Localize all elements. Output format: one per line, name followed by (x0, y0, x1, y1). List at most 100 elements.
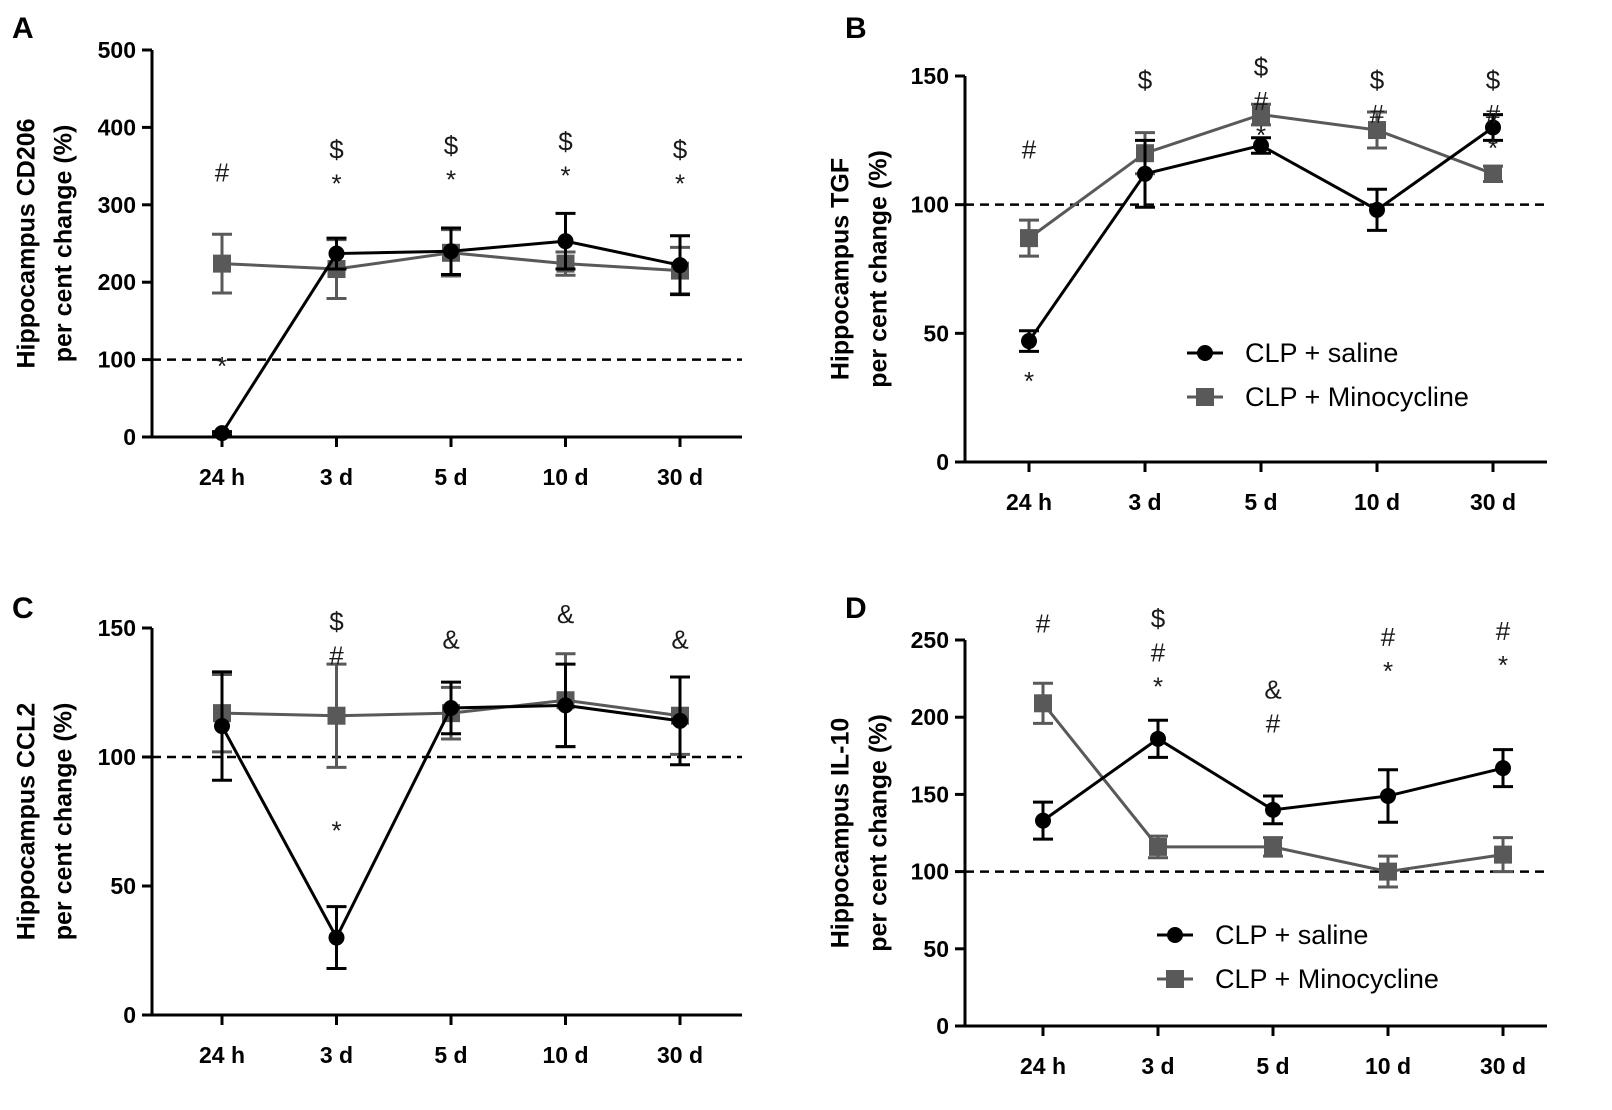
legend-marker-minocycline (1166, 970, 1184, 988)
x-tick-label: 3 d (1128, 489, 1161, 515)
x-tick-label: 30 d (657, 1042, 703, 1068)
panel-letter: D (845, 592, 867, 625)
significance-marker: * (1488, 133, 1498, 163)
panel-d: D Hippocampus IL-10 per cent change (%) 0 50… (827, 592, 1547, 1079)
x-tick-label: 24 h (199, 464, 245, 490)
data-point-circle (672, 712, 688, 729)
legend-label-minocycline: CLP + Minocycline (1215, 964, 1439, 994)
significance-marker: * (217, 351, 227, 381)
significance-marker: * (1024, 366, 1034, 396)
data-point-circle (1021, 333, 1037, 350)
y-axis-label-line1: Hippocampus CCL2 (13, 703, 41, 941)
significance-marker: $ (558, 127, 573, 157)
panel-b: B Hippocampus TGF per cent change (%) 0 50 10… (827, 12, 1547, 515)
significance-marker: * (1383, 656, 1393, 686)
data-point-circle (1265, 801, 1281, 818)
data-point-square (1368, 121, 1386, 140)
legend: CLP + saline CLP + Minocycline (1187, 338, 1469, 412)
series-minocycline (1033, 681, 1513, 889)
legend-marker-minocycline (1196, 388, 1214, 406)
panel-letter: C (12, 592, 34, 625)
series-saline (1033, 718, 1513, 841)
y-tick-label: 150 (98, 615, 136, 641)
legend-label-minocycline: CLP + Minocycline (1245, 382, 1469, 412)
data-point-square (1379, 862, 1397, 881)
y-tick-label: 50 (923, 320, 949, 346)
data-point-square (1149, 837, 1167, 856)
significance-marker: $ (1254, 52, 1269, 82)
significance-marker: # (1022, 134, 1037, 164)
x-tick-label: 5 d (434, 464, 467, 490)
significance-marker: # (1151, 638, 1166, 668)
x-tick-label: 3 d (320, 464, 353, 490)
data-point-circle (1485, 119, 1501, 136)
data-point-square (213, 254, 231, 273)
series-saline (212, 211, 690, 442)
significance-marker: * (675, 168, 685, 198)
data-point-circle (214, 718, 230, 735)
data-point-square (1264, 837, 1282, 856)
series-saline (212, 662, 690, 971)
y-axis-label-line1: Hippocampus CD206 (13, 118, 41, 368)
data-point-circle (1035, 812, 1051, 829)
y-tick-label: 400 (98, 114, 136, 140)
series-line (1027, 126, 1494, 342)
legend-marker-saline (1197, 345, 1213, 361)
significance-marker: * (1153, 672, 1163, 702)
panel-letter: A (12, 12, 34, 45)
x-tick-label: 10 d (1354, 489, 1400, 515)
x-tick-label: 10 d (542, 464, 588, 490)
x-tick-label: 5 d (1256, 1053, 1289, 1079)
y-tick-label: 100 (98, 347, 136, 373)
significance-marker: & (671, 625, 688, 655)
y-tick-label: 100 (911, 859, 949, 885)
significance-marker: # (1381, 622, 1396, 652)
x-tick-label: 10 d (542, 1042, 588, 1068)
significance-marker: # (1036, 608, 1051, 638)
data-point-circle (1150, 730, 1166, 747)
y-tick-label: 250 (911, 627, 949, 653)
data-point-circle (443, 243, 459, 260)
significance-marker: * (331, 816, 341, 846)
data-point-square (1020, 229, 1038, 248)
significance-marker: * (331, 168, 341, 198)
significance-marker: $ (1151, 604, 1166, 634)
significance-marker: # (329, 641, 344, 671)
x-tick-label: 24 h (1020, 1053, 1066, 1079)
significance-marker: $ (1370, 65, 1385, 95)
significance-marker: # (1370, 99, 1385, 129)
y-axis-label-line1: Hippocampus TGF (827, 158, 855, 380)
y-tick-label: 50 (923, 936, 949, 962)
y-tick-label: 200 (911, 704, 949, 730)
significance-marker: $ (329, 607, 344, 637)
y-tick-label: 0 (936, 1013, 949, 1039)
data-point-square (1034, 694, 1052, 713)
data-point-circle (557, 233, 574, 250)
data-point-circle (1380, 787, 1396, 804)
y-tick-label: 300 (98, 192, 136, 218)
significance-marker: $ (444, 130, 459, 160)
data-point-square (1252, 105, 1270, 124)
significance-marker: * (560, 161, 570, 191)
significance-marker: $ (673, 134, 688, 164)
y-tick-label: 500 (98, 37, 136, 63)
data-point-circle (1495, 760, 1511, 777)
y-tick-label: 0 (123, 424, 136, 450)
panel-a: A Hippocampus CD206 per cent change (%) 0 10… (12, 12, 742, 490)
significance-marker: # (1266, 709, 1281, 739)
significance-marker: * (1256, 120, 1266, 150)
data-point-circle (1253, 137, 1269, 154)
y-axis-label-line2: per cent change (%) (865, 714, 893, 952)
y-axis-label-line1: Hippocampus IL-10 (827, 718, 855, 949)
significance-marker: & (557, 599, 574, 629)
data-point-circle (672, 257, 688, 274)
data-point-circle (328, 929, 345, 946)
data-point-circle (328, 245, 345, 262)
significance-marker: & (1264, 675, 1281, 705)
data-point-square (1484, 164, 1502, 183)
significance-marker: # (1486, 99, 1501, 129)
x-tick-label: 30 d (657, 464, 703, 490)
y-tick-label: 100 (98, 744, 136, 770)
panel-letter: B (845, 12, 867, 45)
